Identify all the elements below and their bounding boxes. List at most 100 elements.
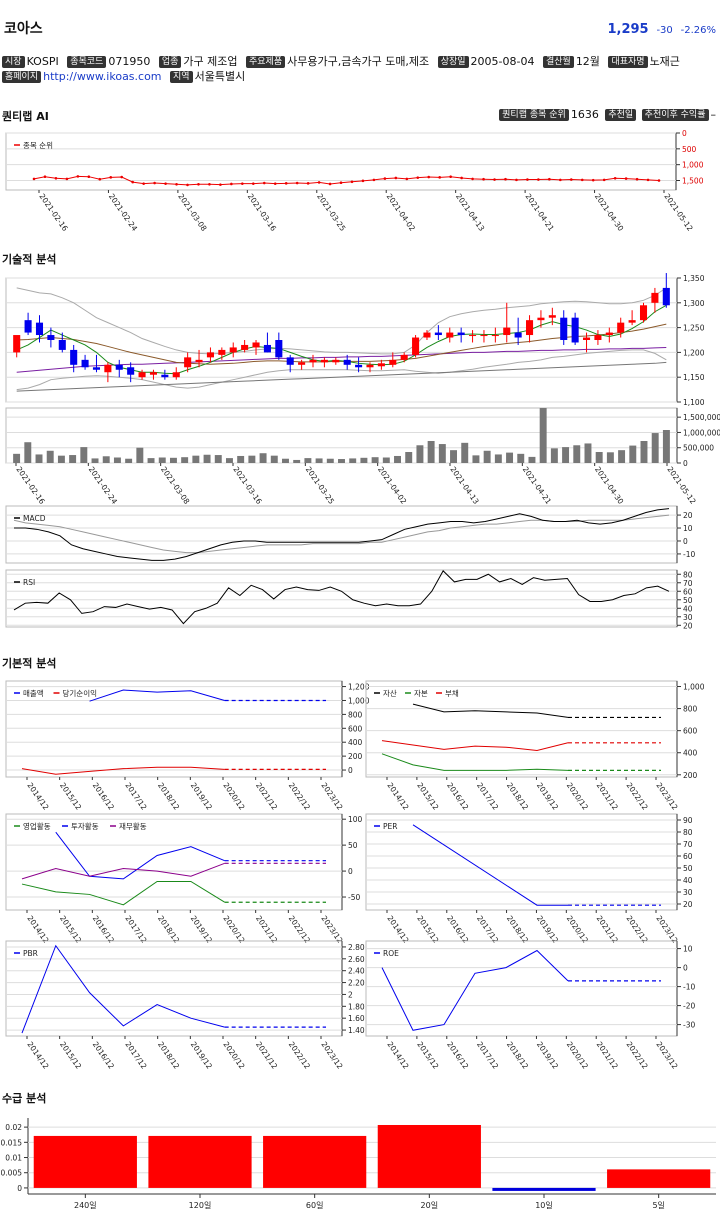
rank-point — [471, 177, 474, 181]
candle-body — [571, 317, 579, 343]
per-x-tick-label: 2021/12 — [595, 914, 620, 945]
candle-body — [343, 359, 351, 365]
cashflow-x-tick-label: 2020/12 — [221, 914, 246, 945]
supply-bar — [33, 1135, 137, 1188]
roe-y-tick-label: 10 — [683, 945, 693, 954]
candle-body — [582, 337, 591, 340]
candle-body — [206, 352, 214, 358]
market-tag: 시장 — [2, 56, 25, 68]
sales-series-line — [21, 766, 225, 775]
volume-bar — [539, 408, 547, 463]
homepage-link[interactable]: http://www.ikoas.com — [43, 70, 162, 83]
volume-bar — [237, 455, 245, 463]
roe-y-tick-label: -30 — [683, 1021, 695, 1030]
candle-body — [13, 335, 21, 353]
assets-x-tick-label: 2016/12 — [445, 781, 470, 812]
volume-bar — [472, 455, 480, 463]
volume-bar — [69, 455, 77, 463]
candle-body — [138, 372, 146, 378]
cashflow-x-tick-label: 2017/12 — [123, 914, 148, 945]
volume-x-tick-label: 2021-03-16 — [231, 465, 264, 506]
volume-bar — [304, 458, 312, 463]
volume-bar — [629, 445, 637, 463]
roe-x-tick-label: 2014/12 — [385, 1040, 410, 1071]
volume-bar — [147, 458, 155, 463]
sales-y-tick-label: 0 — [348, 766, 353, 775]
volume-bar — [651, 433, 659, 463]
candle-body — [104, 364, 112, 373]
candle-body — [651, 292, 659, 303]
rank-point — [284, 182, 288, 185]
volume-bar — [13, 453, 21, 463]
per-x-tick-label: 2017/12 — [475, 914, 500, 945]
volume-bar — [618, 450, 626, 463]
sales-series-line — [89, 689, 225, 702]
cashflow-x-tick-label: 2018/12 — [156, 914, 181, 945]
volume-bar — [158, 457, 166, 463]
assets-chart-frame — [365, 680, 678, 778]
cashflow-y-tick-label: 100 — [348, 815, 363, 824]
rank-point — [449, 175, 452, 178]
rank-point — [427, 175, 431, 179]
per-y-tick-label: 40 — [683, 876, 693, 885]
candle-body — [503, 327, 511, 336]
volume-x-tick-label: 2021-02-24 — [87, 465, 120, 506]
assets-series-line — [381, 740, 569, 752]
rank-point — [120, 175, 124, 179]
price-bb-lower-line — [16, 349, 667, 391]
candle-body — [639, 305, 648, 321]
rank-point — [251, 182, 255, 185]
cashflow-x-tick-label: 2022/12 — [287, 914, 312, 945]
candle-body — [400, 354, 408, 360]
macd-line — [14, 508, 670, 561]
rank-x-tick-label: 2021-05-12 — [662, 192, 695, 233]
assets-y-tick-label: 1,000 — [683, 683, 705, 692]
price-ma120-line — [16, 361, 667, 392]
supply-x-tick-label: 120일 — [189, 1201, 212, 1210]
per-y-tick-label: 90 — [683, 816, 693, 825]
pbr-y-tick-label: 1.80 — [348, 1002, 365, 1011]
per-y-tick-label: 80 — [683, 828, 693, 837]
volume-x-tick-label: 2021-03-08 — [159, 465, 192, 506]
pbr-y-tick-label: 2.20 — [348, 979, 365, 988]
cashflow-x-tick-label: 2016/12 — [91, 914, 116, 945]
volume-bar — [326, 458, 334, 463]
volume-bar — [427, 441, 435, 463]
candle-body — [92, 367, 101, 370]
rank-y-tick-label: 1,500 — [682, 177, 704, 186]
candle-body — [548, 315, 556, 318]
rank-point — [526, 178, 529, 181]
candle-body — [298, 362, 306, 365]
quant-title: 퀀티랩 AI — [2, 110, 49, 123]
rank-point — [350, 180, 354, 184]
rank-tag: 퀀티랩 종목 순위 — [499, 109, 569, 121]
candle-body — [605, 332, 613, 336]
pbr-x-tick-label: 2018/12 — [156, 1040, 181, 1071]
candle-body — [366, 364, 374, 368]
per-y-tick-label: 30 — [683, 888, 693, 897]
candle-body — [184, 357, 192, 368]
volume-x-tick-label: 2021-04-02 — [376, 465, 409, 506]
rank-x-tick-label: 2021-03-16 — [246, 192, 279, 233]
legend-label: RSI — [23, 578, 35, 587]
cashflow-x-tick-label: 2023/12 — [319, 914, 344, 945]
volume-bar — [91, 458, 99, 463]
candle-body — [172, 372, 180, 378]
volume-bar — [192, 455, 200, 463]
price-y-tick-label: 1,300 — [683, 299, 705, 308]
volume-bar — [483, 450, 491, 463]
supply-bar — [492, 1187, 596, 1191]
candle-body — [47, 335, 55, 340]
roe-x-tick-label: 2015/12 — [415, 1040, 440, 1071]
rank-point — [328, 182, 332, 186]
volume-bar — [550, 448, 558, 463]
rank-point — [383, 177, 387, 180]
volume-bar — [214, 455, 222, 463]
rank-point — [153, 181, 156, 185]
rank-point — [208, 183, 211, 186]
cashflow-series-line — [21, 862, 225, 880]
sales-x-tick-label: 2023/12 — [319, 781, 344, 812]
volume-x-tick-label: 2021-04-13 — [448, 465, 481, 506]
supply-y-tick-label: 0.015 — [1, 1138, 23, 1147]
rank-point — [230, 182, 233, 186]
